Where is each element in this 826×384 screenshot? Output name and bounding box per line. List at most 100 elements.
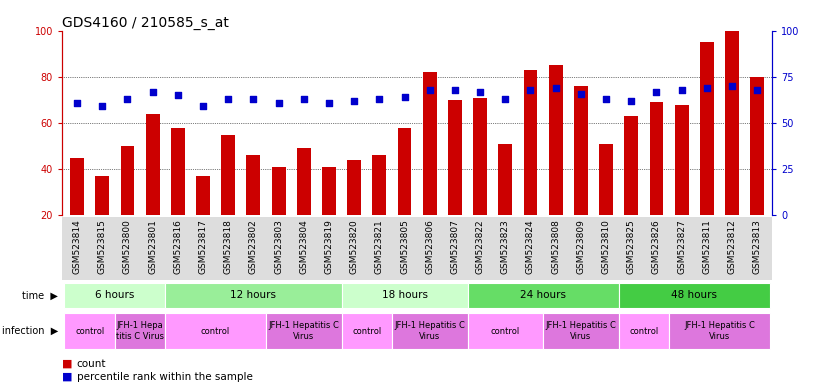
Text: ■: ■ [62, 372, 73, 382]
Bar [322, 167, 336, 262]
Bar [297, 149, 311, 262]
Bar [619, 283, 770, 308]
Bar [675, 104, 689, 262]
Point [197, 103, 210, 109]
Bar [165, 283, 342, 308]
Bar [145, 114, 159, 262]
Text: GSM523826: GSM523826 [652, 219, 661, 274]
Text: GSM523801: GSM523801 [148, 219, 157, 274]
Point [348, 98, 361, 104]
Point [221, 96, 235, 102]
Point [96, 103, 109, 109]
Text: GSM523807: GSM523807 [450, 219, 459, 274]
Bar [498, 144, 512, 262]
Point [449, 87, 462, 93]
Bar [397, 128, 411, 262]
Text: control: control [201, 327, 230, 336]
Text: 18 hours: 18 hours [382, 290, 428, 301]
Bar [669, 313, 770, 349]
Text: JFH-1 Hepatitis C
Virus: JFH-1 Hepatitis C Virus [268, 321, 339, 341]
Point [549, 85, 563, 91]
Point [171, 92, 184, 98]
Bar [468, 283, 619, 308]
Bar [246, 156, 260, 262]
Text: GSM523811: GSM523811 [702, 219, 711, 274]
Point [247, 96, 260, 102]
Bar [392, 313, 468, 349]
Point [70, 100, 83, 106]
Text: GSM523820: GSM523820 [349, 219, 358, 274]
Bar [750, 77, 764, 262]
Bar [342, 283, 468, 308]
Text: 12 hours: 12 hours [230, 290, 277, 301]
Bar [347, 160, 361, 262]
Text: GSM523800: GSM523800 [123, 219, 132, 274]
Bar [524, 70, 538, 262]
Bar [115, 313, 165, 349]
Bar [624, 116, 638, 262]
Bar [700, 42, 714, 262]
Bar [64, 283, 165, 308]
Text: JFH-1 Hepatitis C
Virus: JFH-1 Hepatitis C Virus [545, 321, 616, 341]
Text: GDS4160 / 210585_s_at: GDS4160 / 210585_s_at [62, 16, 229, 30]
Text: GSM523827: GSM523827 [677, 219, 686, 274]
Text: control: control [491, 327, 520, 336]
Text: JFH-1 Hepatitis C
Virus: JFH-1 Hepatitis C Virus [394, 321, 465, 341]
Text: 48 hours: 48 hours [672, 290, 717, 301]
Text: GSM523825: GSM523825 [627, 219, 636, 274]
Point [751, 87, 764, 93]
Text: GSM523816: GSM523816 [173, 219, 183, 274]
Point [272, 100, 285, 106]
Text: GSM523814: GSM523814 [73, 219, 82, 274]
Text: time  ▶: time ▶ [22, 290, 58, 301]
Point [675, 87, 688, 93]
Text: GSM523812: GSM523812 [728, 219, 737, 274]
Point [624, 98, 638, 104]
Text: GSM523818: GSM523818 [224, 219, 233, 274]
Bar [649, 102, 663, 262]
Point [146, 89, 159, 95]
Point [574, 91, 587, 97]
Point [322, 100, 335, 106]
Text: GSM523806: GSM523806 [425, 219, 434, 274]
Text: JFH-1 Hepa
titis C Virus: JFH-1 Hepa titis C Virus [116, 321, 164, 341]
Text: JFH-1 Hepatitis C
Virus: JFH-1 Hepatitis C Virus [684, 321, 755, 341]
Bar [272, 167, 286, 262]
Point [398, 94, 411, 100]
Point [700, 85, 714, 91]
Bar [196, 176, 210, 262]
Bar [121, 146, 135, 262]
Bar [221, 135, 235, 262]
Point [297, 96, 311, 102]
Text: GSM523819: GSM523819 [325, 219, 334, 274]
Bar [423, 72, 437, 262]
Bar [373, 156, 387, 262]
Point [121, 96, 134, 102]
Text: GSM523808: GSM523808 [551, 219, 560, 274]
Bar [599, 144, 613, 262]
Text: GSM523817: GSM523817 [198, 219, 207, 274]
Point [725, 83, 738, 89]
Text: 6 hours: 6 hours [95, 290, 135, 301]
Text: infection  ▶: infection ▶ [2, 326, 58, 336]
Bar [619, 313, 669, 349]
Text: percentile rank within the sample: percentile rank within the sample [77, 372, 253, 382]
Text: control: control [629, 327, 658, 336]
Text: 24 hours: 24 hours [520, 290, 566, 301]
Text: ■: ■ [62, 359, 73, 369]
Text: control: control [75, 327, 104, 336]
Bar [574, 86, 588, 262]
Bar [342, 313, 392, 349]
Bar [70, 158, 84, 262]
Bar [165, 313, 266, 349]
Bar [548, 65, 563, 262]
Point [373, 96, 386, 102]
Bar [468, 313, 543, 349]
Point [499, 96, 512, 102]
Bar [473, 98, 487, 262]
Bar [266, 313, 342, 349]
Text: GSM523822: GSM523822 [476, 219, 485, 274]
Point [524, 87, 537, 93]
Bar [543, 313, 619, 349]
Text: GSM523805: GSM523805 [400, 219, 409, 274]
